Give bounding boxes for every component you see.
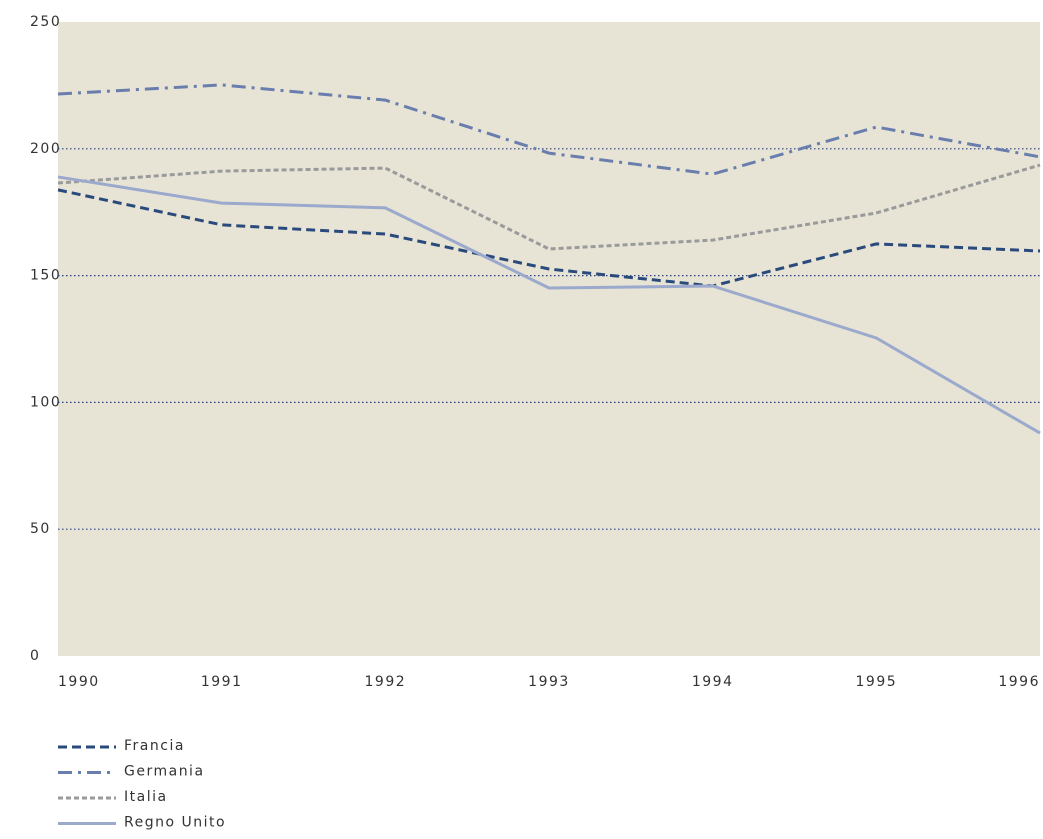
x-tick-label: 1995 <box>856 674 898 690</box>
series-line <box>57 175 1041 435</box>
y-tick-label: 50 <box>30 521 51 537</box>
y-tick-label: 150 <box>30 268 61 284</box>
legend-label: Italia <box>124 789 168 805</box>
x-tick-label: 1992 <box>365 674 407 690</box>
x-tick-label: 1990 <box>58 674 100 690</box>
y-tick-label: 250 <box>30 14 61 30</box>
y-tick-label: 0 <box>30 648 40 664</box>
legend-label: Francia <box>124 738 185 754</box>
y-tick-label: 100 <box>30 394 61 410</box>
x-tick-label: 1996 <box>998 674 1040 690</box>
series-line <box>57 188 1041 288</box>
series-line <box>57 83 1041 176</box>
x-tick-label: 1993 <box>528 674 570 690</box>
x-tick-label: 1994 <box>692 674 734 690</box>
legend-label: Regno Unito <box>124 815 226 831</box>
plot-area <box>58 22 1040 656</box>
legend-label: Germania <box>124 764 205 780</box>
y-tick-label: 200 <box>30 141 61 157</box>
series-line <box>57 163 1041 251</box>
x-tick-label: 1991 <box>201 674 243 690</box>
